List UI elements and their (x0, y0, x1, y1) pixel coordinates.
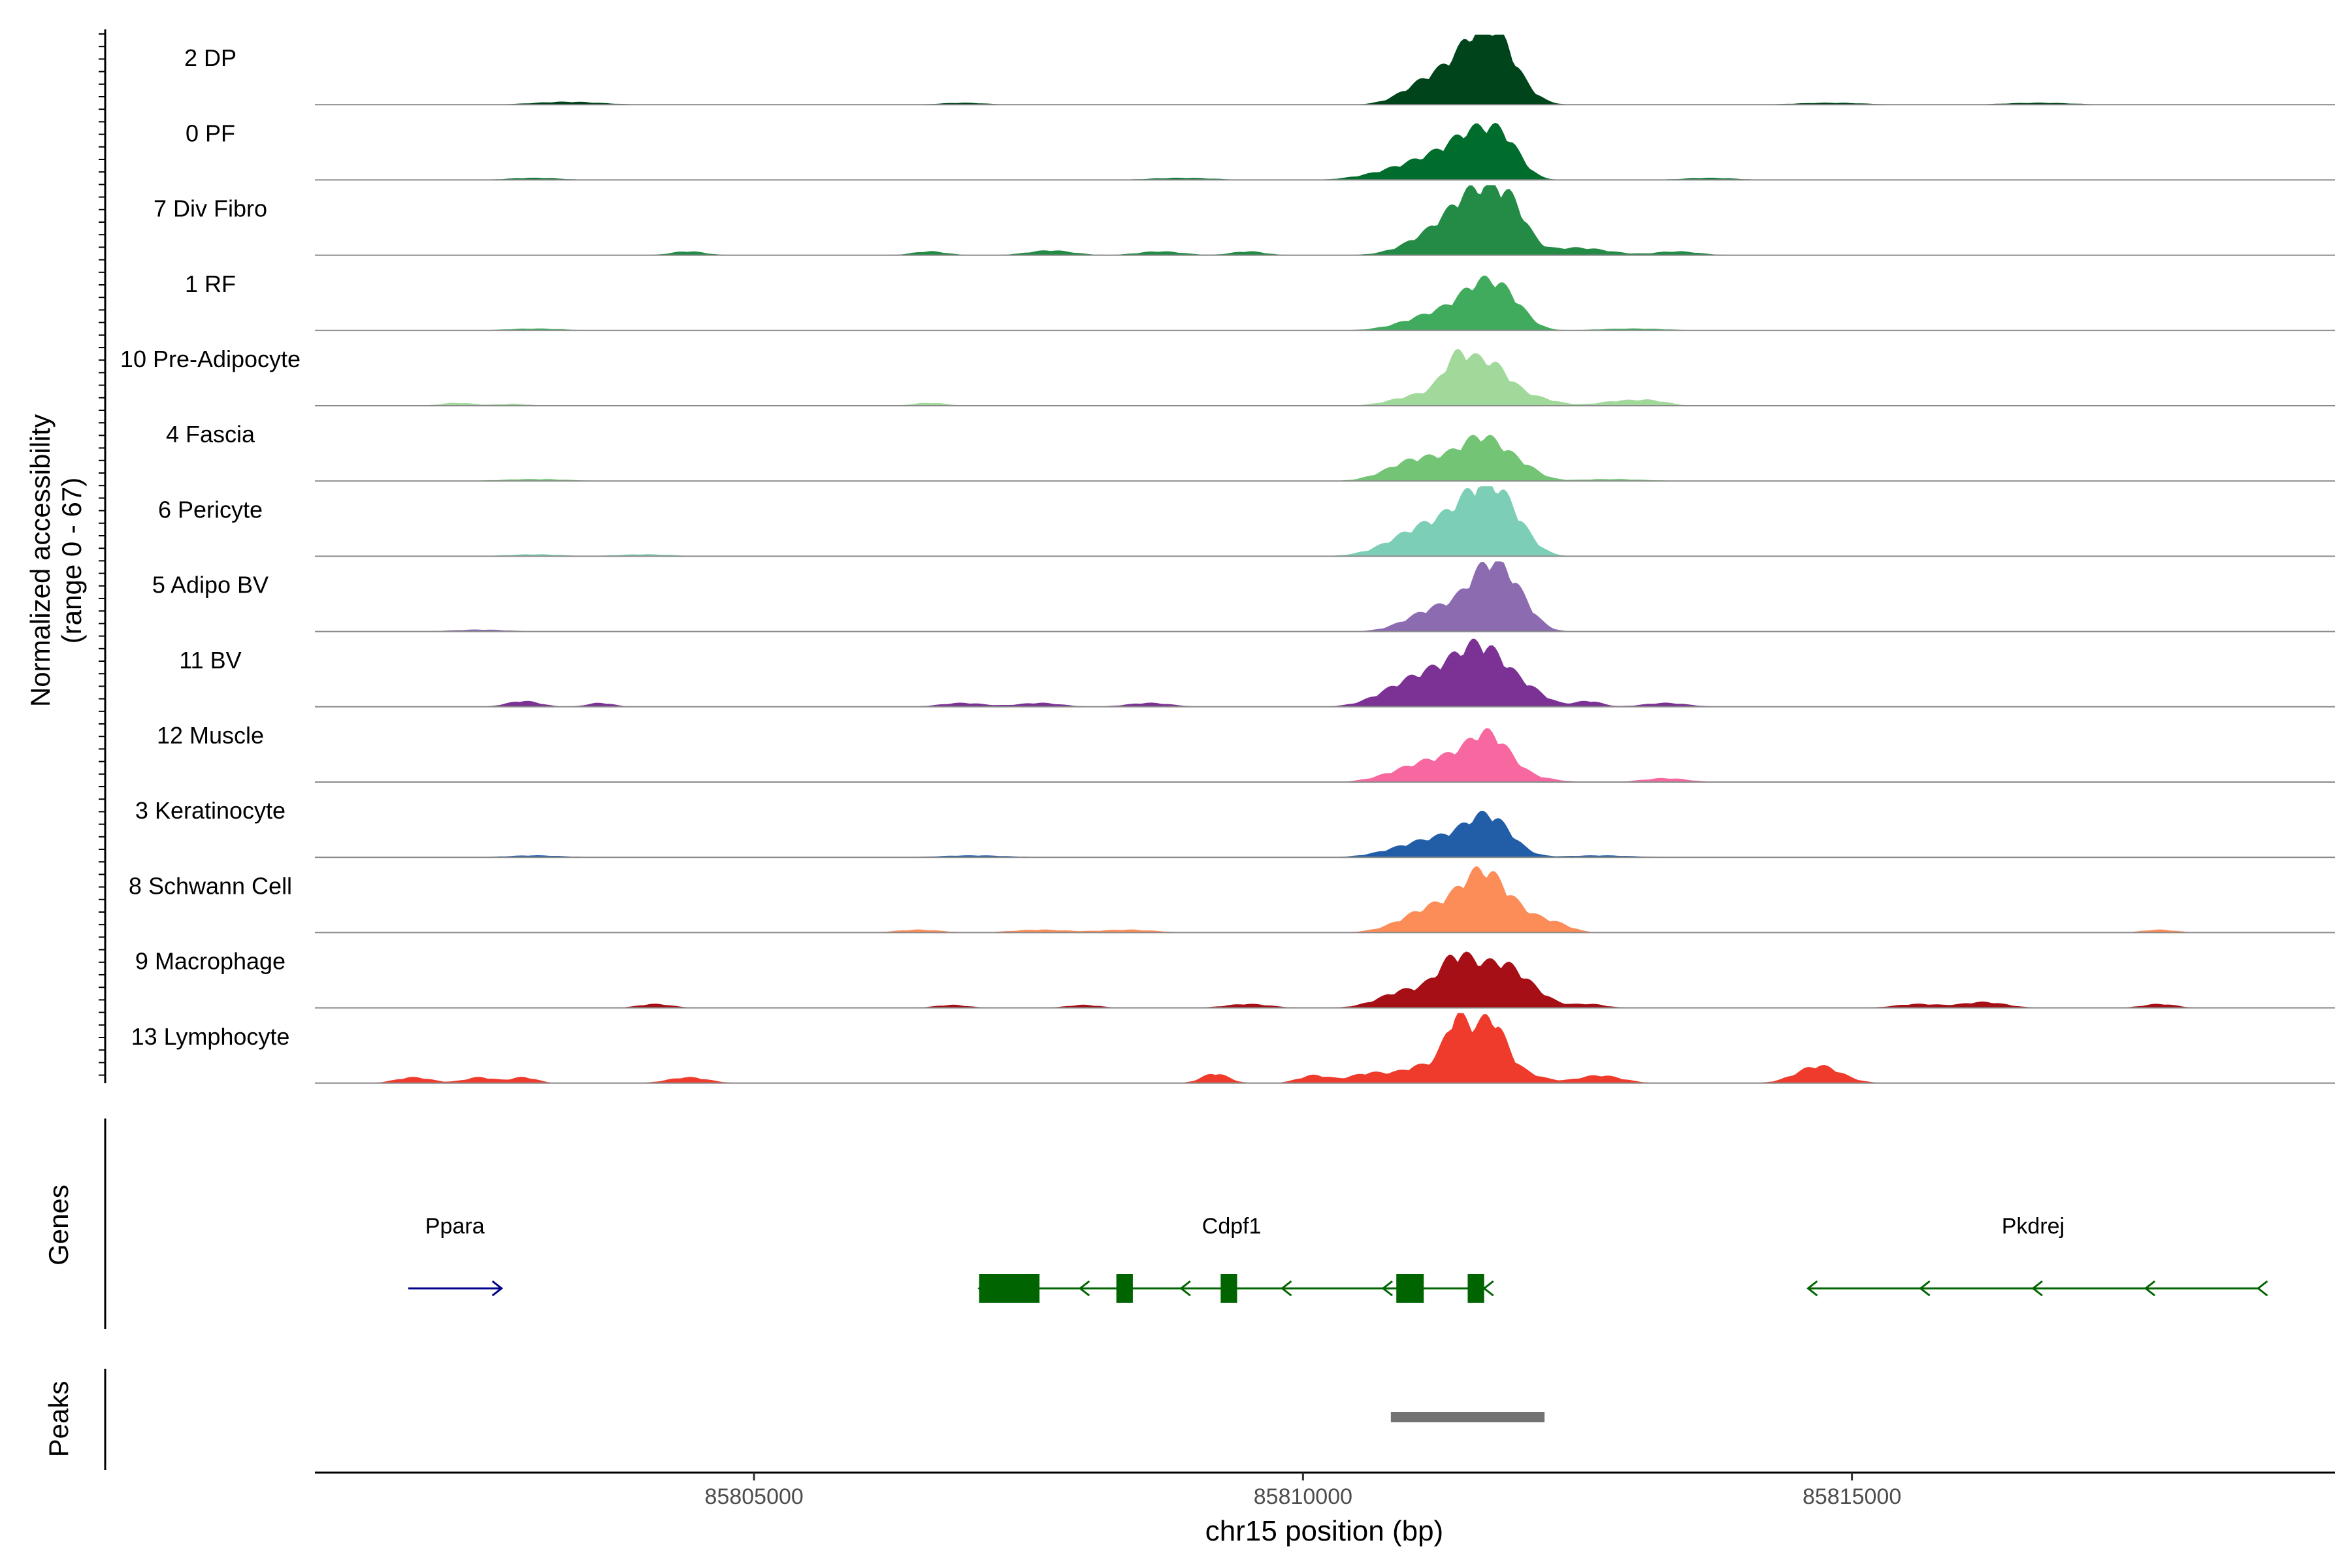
track-label: 13 Lymphocyte (131, 1023, 290, 1050)
track-4: 1 RF (185, 270, 2335, 331)
coverage-area (315, 561, 2335, 632)
strand-arrow (1381, 1280, 1393, 1297)
track-9: 11 BV (179, 638, 2335, 708)
track-11: 3 Keratinocyte (135, 797, 2335, 858)
track-10: 12 Muscle (157, 722, 2335, 783)
track-13: 9 Macrophage (135, 948, 2335, 1009)
track-label: 9 Macrophage (135, 948, 286, 975)
track-label: 5 Adipo BV (152, 572, 269, 598)
strand-arrow (2031, 1280, 2043, 1297)
strand-arrow (1281, 1280, 1292, 1297)
track-3: 7 Div Fibro (154, 185, 2335, 256)
track-label: 8 Schwann Cell (129, 872, 292, 899)
strand-arrow (1806, 1280, 1818, 1297)
exon-block (1467, 1274, 1484, 1303)
gene-name-label: Pkdrej (2002, 1214, 2065, 1239)
exon-block (1396, 1274, 1424, 1303)
coverage-area (315, 35, 2335, 105)
exon-block (979, 1274, 1040, 1303)
x-axis-title: chr15 position (bp) (1205, 1515, 1443, 1547)
gene-annotation-panel: Ppara Cdpf1 Pkdrej (104, 1119, 2268, 1329)
gene-cdpf1: Cdpf1 (977, 1214, 1494, 1303)
strand-arrow (1482, 1280, 1494, 1297)
gene-name-label: Cdpf1 (1202, 1214, 1262, 1239)
y-axis-title: Normalized accessibility (25, 414, 56, 707)
track-label: 7 Div Fibro (154, 195, 267, 222)
genes-panel-label: Genes (43, 1184, 74, 1266)
track-5: 10 Pre-Adipocyte (120, 346, 2335, 406)
coverage-area (315, 866, 2335, 933)
y-axis-range-label: (range 0 - 67) (56, 478, 87, 644)
coverage-area (315, 951, 2335, 1008)
exon-block (1220, 1274, 1237, 1303)
strand-arrow (1078, 1280, 1090, 1297)
gene-name-label: Ppara (425, 1214, 485, 1239)
track-label: 3 Keratinocyte (135, 797, 286, 824)
coverage-area (315, 348, 2335, 406)
coverage-area (315, 434, 2335, 482)
x-axis: 85805000 85810000 85815000 (315, 1471, 2335, 1509)
strand-arrow (2256, 1280, 2268, 1297)
coverage-area (315, 1013, 2335, 1083)
track-label: 10 Pre-Adipocyte (120, 346, 301, 372)
gene-pkdrej: Pkdrej (1806, 1214, 2268, 1297)
track-14: 13 Lymphocyte (131, 1013, 2335, 1084)
coverage-area (315, 185, 2335, 255)
peaks-panel (104, 1369, 1545, 1470)
peak-region (1390, 1412, 1545, 1422)
coverage-area (315, 638, 2335, 707)
track-label: 12 Muscle (157, 722, 264, 749)
track-12: 8 Schwann Cell (129, 866, 2335, 934)
coverage-area (315, 122, 2335, 180)
x-tick-label: 85805000 (705, 1484, 804, 1509)
track-6: 4 Fascia (166, 421, 2335, 482)
coverage-area (315, 728, 2335, 782)
x-tick-label: 85815000 (1803, 1484, 1901, 1509)
track-label: 6 Pericyte (158, 496, 263, 523)
coverage-tracks: 2 DP 0 PF 7 Div Fibro 1 RF 10 Pre-Adipocyte 4… (99, 29, 2335, 1084)
coverage-area (315, 811, 2335, 858)
coverage-area (315, 275, 2335, 331)
peaks-panel-label: Peaks (43, 1381, 74, 1458)
track-label: 11 BV (179, 647, 241, 674)
strand-arrow (2144, 1280, 2156, 1297)
track-7: 6 Pericyte (158, 486, 2335, 557)
track-1: 2 DP (184, 35, 2335, 106)
gene-ppara: Ppara (408, 1214, 504, 1297)
coverage-area (315, 486, 2335, 557)
x-tick-label: 85810000 (1254, 1484, 1352, 1509)
track-label: 2 DP (184, 44, 237, 71)
strand-arrow (491, 1280, 504, 1297)
track-label: 1 RF (185, 270, 236, 297)
exon-block (1116, 1274, 1133, 1303)
strand-arrow (1179, 1280, 1191, 1297)
track-8: 5 Adipo BV (152, 561, 2335, 632)
track-2: 0 PF (186, 120, 2335, 181)
track-label: 0 PF (186, 120, 235, 146)
strand-arrow (1919, 1280, 1931, 1297)
track-label: 4 Fascia (166, 421, 255, 448)
